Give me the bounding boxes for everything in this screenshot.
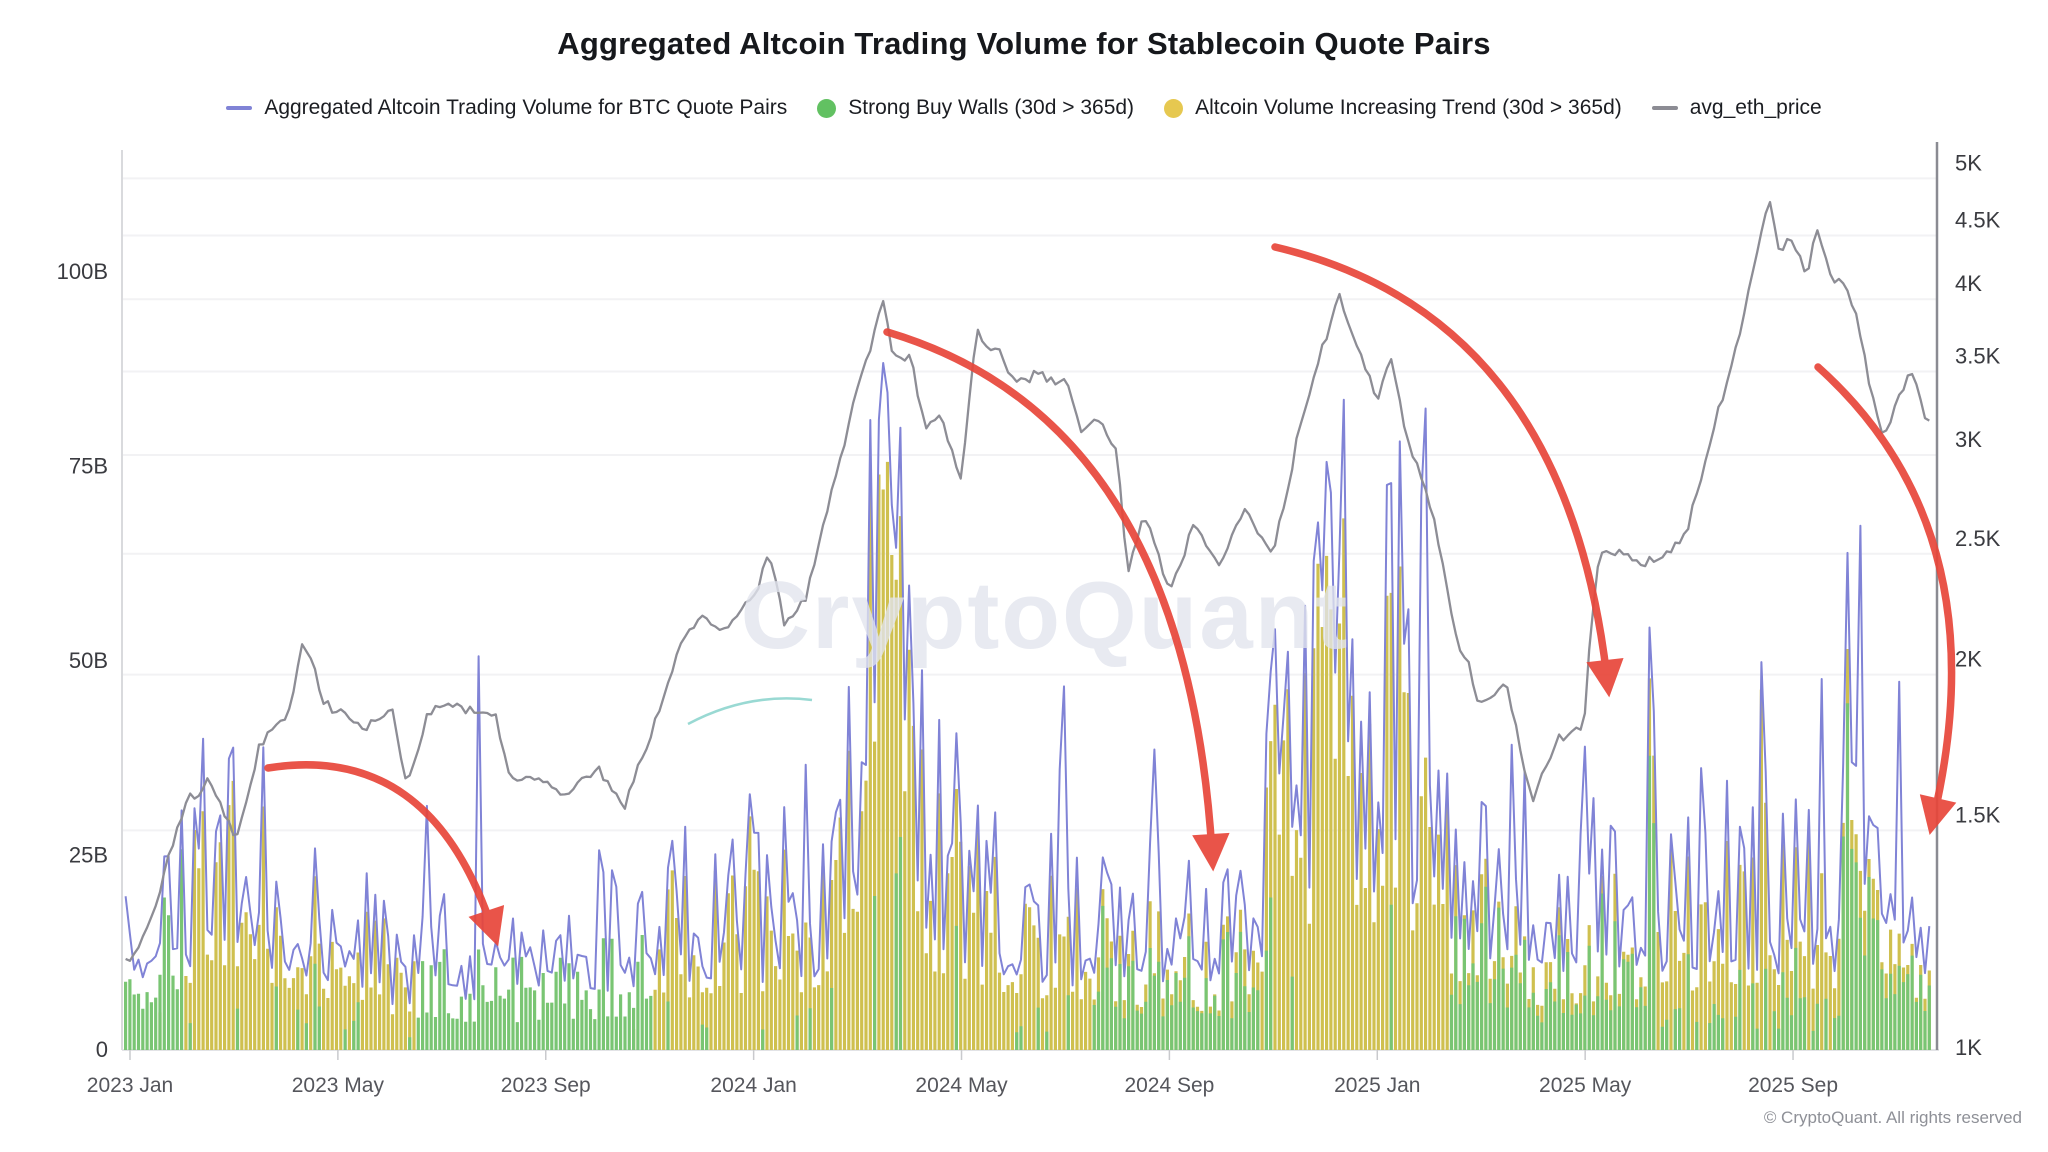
svg-text:75B: 75B	[69, 454, 108, 479]
svg-text:3K: 3K	[1955, 427, 1982, 452]
bars-altcoin-volume-trend	[158, 461, 1931, 1050]
red-arrow-annotation	[1814, 363, 1957, 836]
red-arrows	[264, 243, 1957, 947]
svg-text:2024 Jan: 2024 Jan	[710, 1074, 796, 1097]
svg-text:2025 Jan: 2025 Jan	[1334, 1074, 1420, 1097]
eth-price-line	[125, 200, 1930, 962]
line-marker-icon	[1651, 106, 1678, 110]
right-axis-labels: 1K 1.5K 2K 2.5K 3K 3.5K 4K 4.5K 5K	[1955, 150, 2001, 1060]
legend: Aggregated Altcoin Trading Volume for BT…	[0, 96, 2048, 120]
dot-marker-icon	[817, 98, 837, 118]
svg-text:1K: 1K	[1955, 1035, 1982, 1060]
legend-item-volume-trend[interactable]: Altcoin Volume Increasing Trend (30d > 3…	[1164, 96, 1622, 120]
svg-text:2023 Jan: 2023 Jan	[87, 1074, 173, 1097]
legend-item-strong-buy-walls[interactable]: Strong Buy Walls (30d > 365d)	[817, 96, 1134, 120]
chart-title: Aggregated Altcoin Trading Volume for St…	[557, 26, 1491, 61]
svg-text:4.5K: 4.5K	[1955, 207, 2001, 232]
svg-text:0: 0	[96, 1037, 108, 1062]
bars-strong-buy-walls	[124, 703, 1931, 1050]
line-marker-icon	[226, 106, 253, 110]
svg-text:1.5K: 1.5K	[1955, 802, 2001, 827]
legend-label: Strong Buy Walls (30d > 365d)	[848, 96, 1135, 119]
legend-item-btc-volume[interactable]: Aggregated Altcoin Trading Volume for BT…	[226, 96, 787, 120]
svg-text:2024 May: 2024 May	[915, 1074, 1008, 1097]
legend-label: Aggregated Altcoin Trading Volume for BT…	[264, 96, 788, 119]
gridlines	[122, 177, 1937, 832]
svg-text:4K: 4K	[1955, 271, 1982, 296]
watermark-text: CryptoQuant	[741, 562, 1350, 669]
legend-item-eth-price[interactable]: avg_eth_price	[1651, 96, 1822, 120]
svg-text:2K: 2K	[1955, 647, 1982, 672]
svg-text:2.5K: 2.5K	[1955, 526, 2001, 551]
svg-text:3.5K: 3.5K	[1955, 344, 2001, 369]
svg-text:25B: 25B	[69, 843, 108, 868]
svg-text:2025 Sep: 2025 Sep	[1748, 1074, 1838, 1097]
svg-text:2025 May: 2025 May	[1539, 1074, 1632, 1097]
legend-label: avg_eth_price	[1689, 96, 1822, 119]
svg-text:5K: 5K	[1955, 150, 1982, 175]
svg-text:2024 Sep: 2024 Sep	[1124, 1074, 1214, 1097]
dot-marker-icon	[1164, 98, 1184, 118]
svg-text:50B: 50B	[69, 648, 108, 673]
svg-text:100B: 100B	[57, 259, 108, 284]
svg-text:2023 Sep: 2023 Sep	[501, 1074, 591, 1097]
left-axis-labels: 0 25B 50B 75B 100B	[57, 259, 108, 1062]
teal-fragment-line	[687, 697, 813, 726]
red-arrow-annotation	[264, 761, 505, 947]
btc-volume-line	[124, 362, 1931, 1006]
red-arrow-annotation	[1271, 243, 1624, 698]
footer-copyright: © CryptoQuant. All rights reserved	[1763, 1108, 2022, 1127]
legend-label: Altcoin Volume Increasing Trend (30d > 3…	[1195, 96, 1622, 119]
red-arrow-annotation	[883, 328, 1230, 872]
svg-text:2023 May: 2023 May	[292, 1074, 385, 1097]
x-axis-labels: 2023 Jan 2023 May 2023 Sep 2024 Jan 2024 May…	[87, 1074, 1838, 1097]
